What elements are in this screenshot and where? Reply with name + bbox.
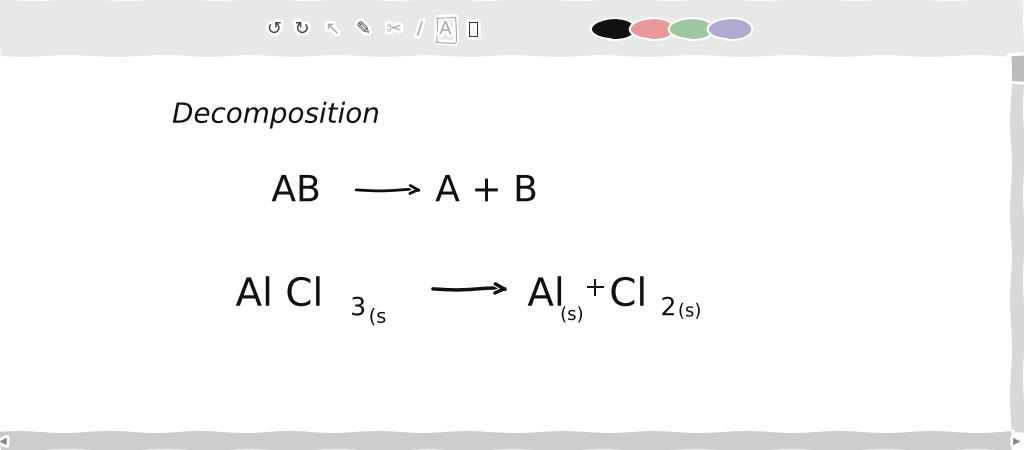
Text: ↺: ↺ (267, 20, 282, 38)
Text: Decomposition: Decomposition (172, 101, 380, 129)
Text: ▶: ▶ (1013, 436, 1021, 446)
Text: (s): (s) (678, 302, 701, 320)
Text: ✂: ✂ (387, 20, 401, 38)
Text: ↻: ↻ (295, 20, 309, 38)
Text: A: A (439, 20, 452, 38)
Text: ◀: ◀ (0, 436, 7, 446)
Text: ✎: ✎ (356, 20, 371, 38)
Text: ↖: ↖ (326, 20, 340, 38)
Circle shape (709, 20, 750, 38)
Text: +: + (584, 274, 607, 302)
Circle shape (592, 20, 633, 38)
Text: Al Cl: Al Cl (236, 276, 324, 314)
Text: AB: AB (271, 174, 321, 208)
Text: 🖼: 🖼 (468, 20, 478, 38)
Bar (0, 432, 1011, 450)
Text: A + B: A + B (435, 174, 538, 208)
Circle shape (631, 20, 672, 38)
Text: Al: Al (527, 276, 564, 314)
Text: 3: 3 (350, 296, 367, 320)
Bar (1011, 56, 1024, 81)
Text: /: / (417, 20, 423, 38)
Text: (s): (s) (560, 306, 584, 324)
Bar (1011, 56, 1024, 432)
Text: 2: 2 (660, 296, 677, 320)
Text: Cl: Cl (609, 276, 647, 314)
Text: (s: (s (369, 308, 386, 327)
Bar (0, 0, 1024, 56)
Circle shape (670, 20, 711, 38)
